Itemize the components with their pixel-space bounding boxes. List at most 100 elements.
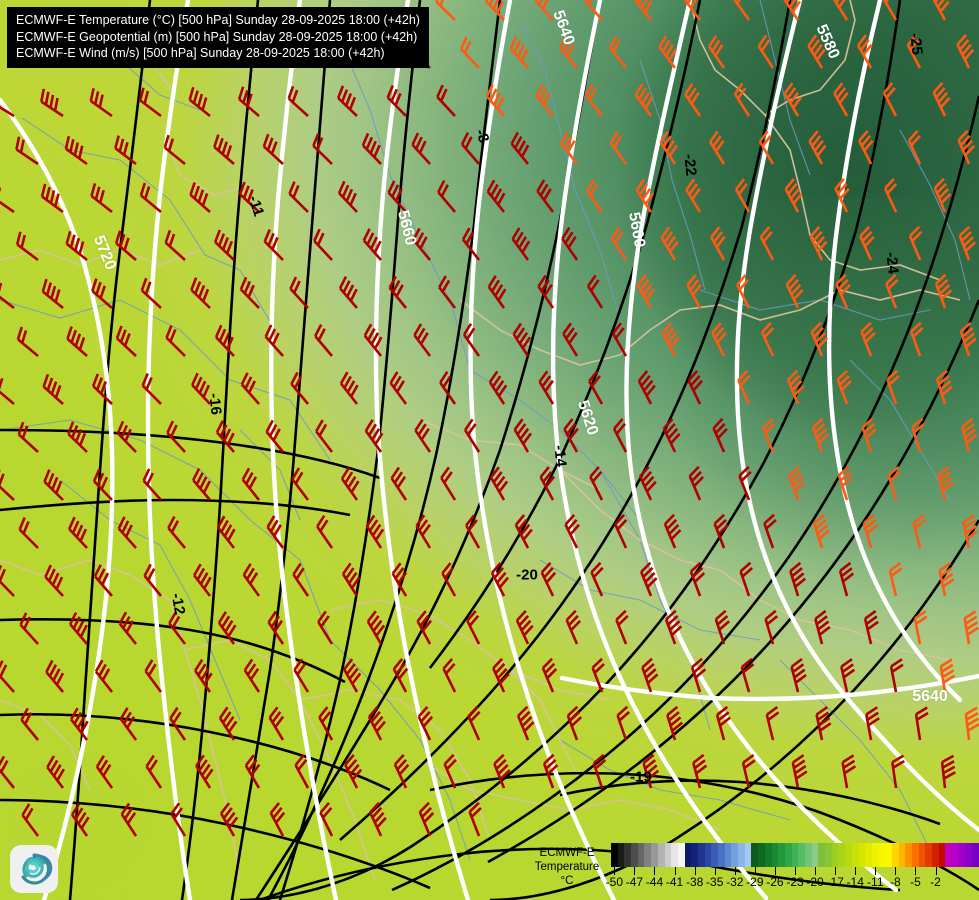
wind-barb [143,563,163,597]
wind-barb [512,322,532,357]
colorbar-tick-label: -14 [846,875,864,889]
colorbar-swatch [831,843,839,867]
title-line-geopotential: ECMWF-E Geopotential (m) [500 hPa] Sunda… [16,29,418,44]
wind-barb [539,466,556,501]
wind-barb [633,0,653,21]
wind-barb [489,466,509,501]
colorbar-swatch [617,843,625,867]
wind-barb [562,322,579,357]
colorbar-swatch [932,843,939,867]
wind-barb [42,373,64,405]
wind-barb [836,369,852,405]
wind-barb [736,274,751,309]
wind-barb [362,228,382,261]
legend-caption-unit: °C [560,875,574,887]
wind-barb [340,467,360,501]
wind-barb [689,561,706,597]
wind-barb [44,564,64,597]
wind-barb [441,562,457,597]
wind-barb [487,275,507,309]
wind-barb [887,465,902,501]
wind-barb [906,34,922,69]
wind-barb [938,562,955,597]
wind-barb [393,753,410,789]
title-panel: ECMWF-E Temperature (°C) [500 hPa] Sunda… [8,8,428,67]
wind-barb [466,610,481,645]
wind-barb [907,129,922,165]
colorbar-swatch [825,843,832,867]
wind-barb [935,369,953,405]
wind-barb [891,754,905,789]
wind-barb [882,82,898,117]
wind-barb [688,465,705,501]
wind-barb [166,420,186,453]
wind-barb [89,88,113,118]
wind-barb [782,0,802,21]
wind-barb [418,801,435,837]
wind-barb [411,132,431,165]
colorbar-swatch [644,843,652,867]
colorbar-swatch [784,843,792,867]
wind-barb [292,562,310,597]
wind-barb [0,660,15,693]
colorbar-swatch [724,843,732,867]
colorbar-scale: -50 -47 -44 -41 -38 -35 -32 -29 -26 -23 -20 -17 -14-… [606,840,979,891]
colorbar-tick [835,867,837,875]
wind-barb [238,181,260,213]
wind-barb [666,705,684,741]
colorbar-swatch [671,843,678,867]
wind-barb [634,83,654,117]
wind-barb [565,609,582,645]
colorbar-tick [654,867,656,875]
colorbar-swatch [965,843,973,867]
colorbar-swatch [751,843,759,867]
wind-barb [267,610,285,645]
wind-barb [263,229,284,261]
wind-barb [484,0,505,21]
wind-barb [294,754,310,789]
wind-barb [859,225,875,261]
colorbar-tick-label: -38 [685,875,704,889]
colorbar-swatch [865,843,872,867]
wind-barb [213,229,235,261]
wind-barb [840,658,856,693]
colorbar-tick [795,867,796,875]
wind-barb [807,34,826,69]
wind-barb [784,178,803,213]
colorbar-swatch [758,843,765,867]
wind-barb [964,706,979,741]
wind-barb [583,0,603,21]
wind-barb [642,753,660,789]
wind-barb [264,324,284,357]
legend-caption-model: ECMWF-E [539,847,595,859]
wind-barb [344,754,363,789]
colorbar-tick [754,867,756,875]
wind-barb [541,657,558,693]
wind-barb [341,562,361,597]
colorbar-swatch [651,843,658,867]
wind-barb [787,465,806,501]
wind-barb [140,277,162,309]
colorbar-swatch [885,843,892,867]
wind-barb [511,227,531,261]
colorbar-tick [875,867,877,875]
colorbar-swatch [677,843,685,867]
colorbar-tick [855,867,857,875]
wind-barb [343,658,362,693]
wind-barb [244,754,261,789]
colorbar-tick [694,867,696,875]
wind-barb [414,418,432,453]
wind-barb [316,514,334,549]
colorbar-swatch [691,843,698,867]
wind-barb [660,226,679,261]
meteo-spiral-logo[interactable] [10,845,58,893]
wind-barb [417,705,434,741]
title-line-wind: ECMWF-E Wind (m/s) [500 hPa] Sunday 28-0… [16,46,385,60]
wind-barb [17,421,39,453]
colorbar-swatch [804,843,812,867]
wind-barb [534,0,554,21]
wind-barb [588,370,604,405]
colorbar-tick-label: -17 [826,875,844,889]
wind-barb [485,84,505,117]
